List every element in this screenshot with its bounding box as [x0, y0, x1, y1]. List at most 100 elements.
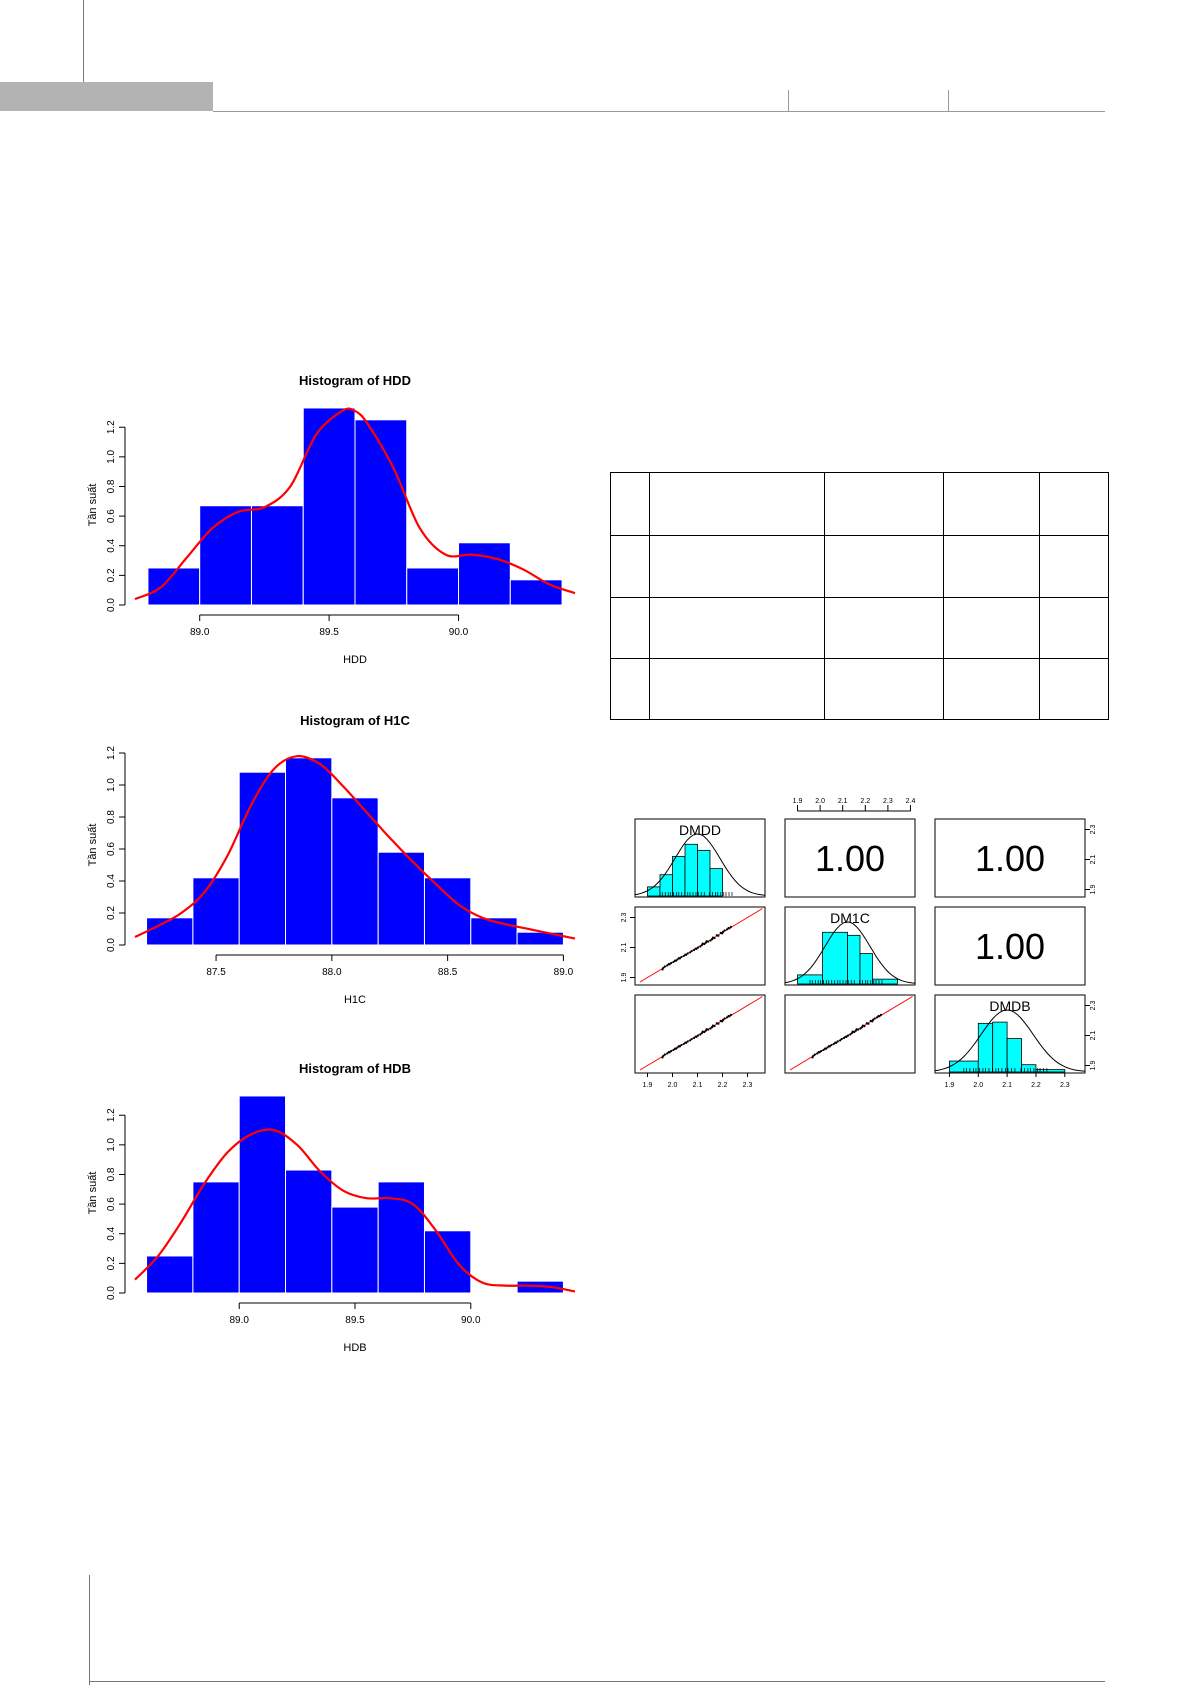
- x-tick-label: 89.0: [554, 967, 574, 978]
- histogram-hdb: Histogram of HDB 0.0 0.2 0.4 0.6 0.8 1.0 1.2 Tần…: [87, 1061, 576, 1354]
- x-tick-label: 87.5: [206, 967, 226, 978]
- scatter-point: [861, 1024, 864, 1027]
- left-tick-label: 1.9: [621, 973, 628, 983]
- table-row: [610, 597, 1109, 659]
- table-cell: [943, 472, 1040, 536]
- histogram-bar: [406, 567, 460, 606]
- diag-histogram-bar: [1006, 1038, 1022, 1073]
- scatter-point: [686, 952, 689, 955]
- scatter-point: [865, 1022, 868, 1025]
- header-tick-right: [948, 90, 949, 111]
- y-tick-label: 1.0: [106, 778, 117, 792]
- table-cell: [824, 597, 944, 659]
- y-tick-label: 0.4: [106, 538, 117, 552]
- scatter-point: [678, 1045, 681, 1048]
- table-row: [610, 535, 1109, 598]
- density-curve: [134, 407, 576, 601]
- matrix-panel: [784, 818, 916, 898]
- scatter-point: [674, 959, 678, 962]
- table-cell: [1039, 472, 1109, 536]
- chart-title: Histogram of HDB: [299, 1061, 411, 1076]
- scatter-point: [711, 1024, 714, 1027]
- scatter-point: [859, 1027, 862, 1030]
- histogram-bar: [238, 771, 287, 946]
- y-axis-label: Tần suất: [87, 824, 99, 867]
- scatter-point: [690, 1038, 693, 1041]
- y-tick-label: 0.6: [106, 842, 117, 856]
- scatter-point: [872, 1018, 875, 1021]
- right-tick-label: 1.9: [1090, 1061, 1095, 1071]
- diag-histogram-bar: [684, 843, 698, 897]
- table-cell: [649, 472, 825, 536]
- histogram-bar: [250, 505, 304, 606]
- table-row: [610, 658, 1109, 720]
- footer-rule: [89, 1681, 1105, 1682]
- y-tick-label: 0.0: [106, 938, 117, 952]
- scatter-point: [845, 1035, 848, 1038]
- scatter-point: [695, 1035, 698, 1038]
- y-tick-label: 0.0: [106, 598, 117, 612]
- histogram-bar: [146, 1255, 194, 1294]
- scatter-point: [826, 1046, 829, 1049]
- histogram-bar: [192, 877, 240, 946]
- top-tick-label: 2.4: [906, 798, 916, 805]
- diag-histogram-bar: [872, 978, 898, 985]
- scatter-point: [666, 964, 669, 967]
- scatter-point: [668, 1051, 671, 1054]
- y-axis-label: Tần suất: [87, 1172, 99, 1215]
- x-tick-label: 89.5: [319, 627, 339, 638]
- scatter-point: [663, 965, 666, 968]
- scatter-point: [670, 961, 673, 965]
- x-tick-label: 88.5: [438, 967, 458, 978]
- bottom-tick-label: 2.2: [1031, 1082, 1041, 1089]
- scatter-point: [855, 1028, 858, 1031]
- table-cell: [824, 658, 944, 720]
- top-tick-label: 1.9: [793, 798, 803, 805]
- bottom-tick-label: 2.1: [1002, 1082, 1012, 1089]
- scatter-point: [719, 931, 722, 934]
- header-rule: [213, 111, 1105, 112]
- histogram-h1c: Histogram of H1C 0.0 0.2 0.4 0.6 0.8 1.0 1.2 Tần…: [87, 713, 576, 1006]
- scatter-point: [728, 927, 731, 930]
- left-tick-label: 2.3: [621, 913, 628, 923]
- scatter-point: [828, 1045, 831, 1048]
- scatter-point: [824, 1047, 828, 1050]
- chart-title: Histogram of HDD: [299, 373, 411, 388]
- scatter-point: [832, 1042, 835, 1046]
- scatter-point: [818, 1051, 821, 1054]
- table-cell: [610, 472, 650, 536]
- variable-label: DMDD: [679, 822, 721, 838]
- scatter-point: [816, 1052, 819, 1055]
- top-tick-label: 2.1: [838, 798, 848, 805]
- scatter-point: [869, 1019, 872, 1022]
- scatter-point: [711, 936, 714, 939]
- correlation-value: 1.00: [975, 926, 1045, 967]
- scatter-point: [680, 955, 683, 959]
- histogram-bar: [423, 1230, 472, 1294]
- y-tick-label: 0.0: [106, 1286, 117, 1300]
- scatter-point: [715, 1022, 718, 1025]
- scatter-point: [670, 1049, 673, 1053]
- scatter-point: [812, 1054, 815, 1057]
- scatter-point: [705, 940, 708, 943]
- table-cell: [649, 535, 825, 598]
- histogram-bar: [199, 505, 252, 606]
- table-cell: [649, 658, 825, 720]
- scatter-point: [705, 1028, 708, 1031]
- diag-histogram-bar: [847, 934, 861, 985]
- scatter-point: [878, 1015, 881, 1018]
- table-cell: [649, 597, 825, 659]
- scatter-point: [725, 1016, 729, 1019]
- scatter-point: [722, 1018, 725, 1021]
- scatter-point: [849, 1033, 852, 1036]
- scatter-point: [822, 1048, 825, 1051]
- scatter-point: [695, 947, 698, 950]
- y-tick-label: 0.4: [106, 874, 117, 888]
- y-tick-label: 0.8: [106, 1167, 117, 1181]
- y-axis-label: Tần suất: [87, 484, 99, 527]
- top-tick-label: 2.2: [860, 798, 870, 805]
- bottom-tick-label: 1.9: [945, 1082, 955, 1089]
- y-tick-label: 0.6: [106, 509, 117, 523]
- scatter-point: [699, 945, 702, 948]
- scatter-point: [688, 951, 692, 954]
